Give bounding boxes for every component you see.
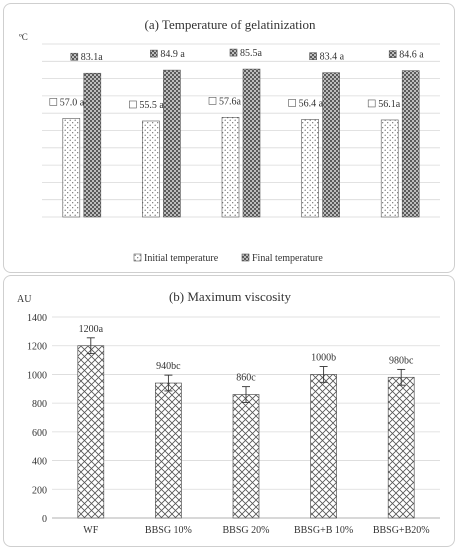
data-label: 1000b <box>311 353 336 364</box>
temperature-chart: (a) Temperature of gelatinization ºC 57.… <box>19 17 440 264</box>
x-tick-label: BBSG+B 10% <box>294 525 353 536</box>
viscosity-chart-panel: AU (b) Maximum viscosity 0 200 400 600 800 10… <box>3 275 455 547</box>
bar-initial <box>301 119 319 218</box>
bar-final <box>322 72 340 218</box>
data-label-marker <box>229 48 238 57</box>
chart-a-title: (a) Temperature of gelatinization <box>144 17 316 32</box>
legend-label-final: Final temperature <box>252 253 323 264</box>
data-label: 83.1a <box>81 52 104 63</box>
data-label-marker <box>70 52 79 61</box>
y-tick-label: 0 <box>42 514 47 525</box>
y-tick-label: 1400 <box>27 313 47 324</box>
data-label: 940bc <box>156 361 181 372</box>
data-label-marker <box>49 98 58 106</box>
bar-final <box>242 68 261 218</box>
bar <box>387 376 415 519</box>
bar-final <box>83 72 102 218</box>
temperature-chart-panel: (a) Temperature of gelatinization ºC 57.… <box>3 3 455 273</box>
data-label-marker <box>208 97 217 105</box>
bar <box>232 394 260 519</box>
legend-swatch-final <box>241 253 250 262</box>
data-label: 56.4 a <box>299 98 324 109</box>
x-tick-label: BBSG+B20% <box>373 525 430 536</box>
y-tick-label: 200 <box>32 485 47 496</box>
data-label-marker <box>288 99 296 107</box>
bar-initial <box>221 117 240 218</box>
data-label: 55.5 a <box>139 100 164 111</box>
data-label: 860c <box>236 373 256 384</box>
data-label: 84.9 a <box>160 49 185 60</box>
data-label: 85.5a <box>240 48 263 59</box>
data-label: 57.0 a <box>60 97 85 108</box>
bar-initial <box>380 119 399 218</box>
bar-final <box>163 69 181 218</box>
chart-b-ylabel: AU <box>17 294 32 305</box>
bar <box>155 382 182 519</box>
y-tick-label: 600 <box>32 428 47 439</box>
data-label: 1200a <box>79 324 104 335</box>
x-tick-label: BBSG 10% <box>145 525 192 536</box>
bar <box>77 345 105 519</box>
y-tick-label: 400 <box>32 457 47 468</box>
y-tick-label: 1200 <box>27 342 47 353</box>
bar <box>310 374 337 519</box>
data-label: 980bc <box>389 355 414 366</box>
bar-initial <box>62 118 81 218</box>
y-tick-label: 1000 <box>27 370 47 381</box>
viscosity-chart: AU (b) Maximum viscosity 0 200 400 600 800 10… <box>17 289 440 536</box>
data-label-marker <box>150 49 158 58</box>
data-label-marker <box>129 100 137 109</box>
x-tick-label: BBSG 20% <box>223 525 270 536</box>
data-label-marker <box>309 52 317 61</box>
x-tick-label: WF <box>83 525 98 536</box>
chart-b-title: (b) Maximum viscosity <box>169 289 292 304</box>
bar-initial <box>142 120 160 218</box>
chart-a-legend: Initial temperature Final temperature <box>133 253 323 264</box>
data-label: 83.4 a <box>320 52 345 63</box>
chart-a-ylabel: ºC <box>19 32 28 42</box>
data-label-marker <box>367 99 376 108</box>
data-label: 84.6 a <box>399 50 424 61</box>
data-label: 56.1a <box>378 99 401 110</box>
bar-final <box>401 70 420 218</box>
y-tick-label: 800 <box>32 399 47 410</box>
data-label-marker <box>388 50 397 58</box>
legend-swatch-initial <box>133 253 142 262</box>
data-label: 57.6a <box>219 96 242 107</box>
legend-label-initial: Initial temperature <box>144 253 219 264</box>
